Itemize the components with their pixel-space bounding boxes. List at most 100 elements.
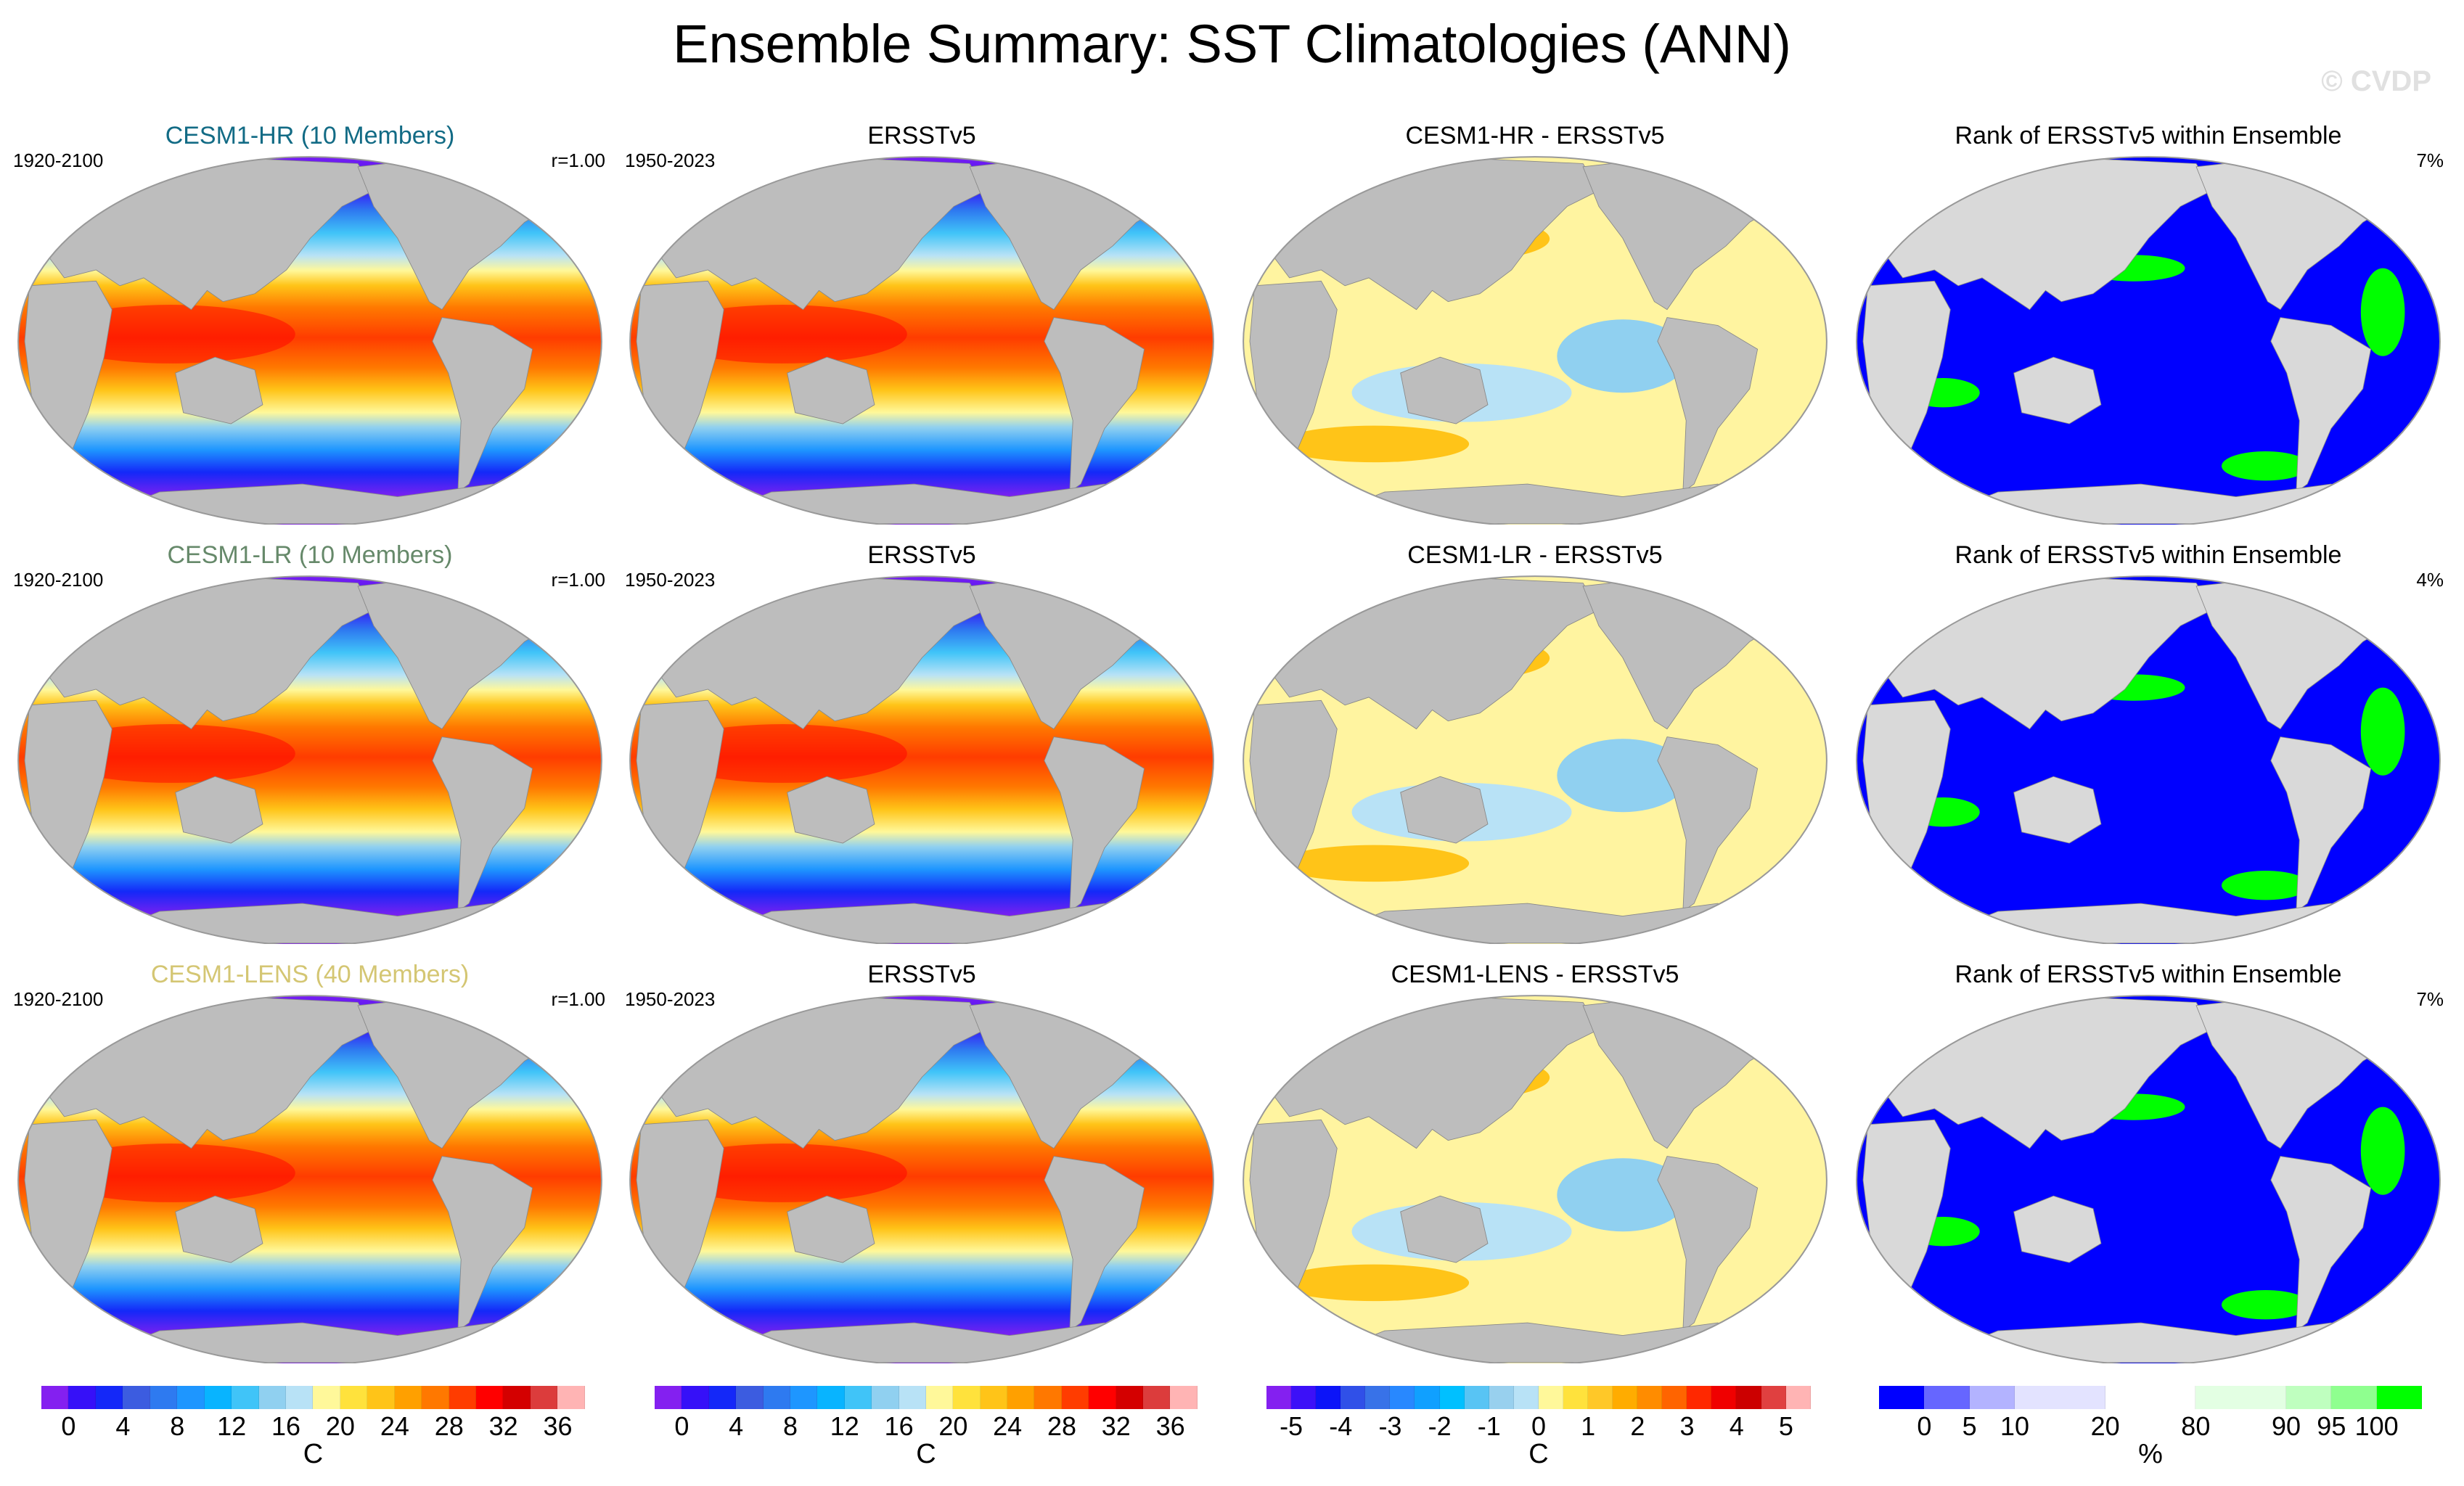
colorbar-swatch <box>1637 1386 1663 1409</box>
colorbar-tick-label: 2 <box>1630 1411 1645 1441</box>
land-greenland <box>460 576 528 611</box>
colorbar-swatch <box>367 1386 395 1409</box>
main-title: Ensemble Summary: SST Climatologies (ANN… <box>673 14 1791 74</box>
colorbar-swatch <box>953 1386 981 1409</box>
colorbar-swatch <box>394 1386 422 1409</box>
colorbar-tick-label: 5 <box>1778 1411 1793 1441</box>
colorbar-swatch <box>817 1386 845 1409</box>
colorbar-swatch <box>123 1386 150 1409</box>
land-australia <box>175 1195 263 1263</box>
colorbar-swatch <box>1464 1386 1489 1409</box>
colorbar-swatch <box>68 1386 96 1409</box>
colorbar-swatch <box>232 1386 259 1409</box>
colorbar-tick-label: 80 <box>2181 1411 2211 1441</box>
land-south-america <box>1044 1156 1145 1331</box>
cvdp-watermark: © CVDP <box>2321 65 2431 97</box>
colorbar-swatch <box>2331 1386 2377 1409</box>
world-map <box>629 156 1214 525</box>
panel-title: ERSSTv5 <box>867 122 976 149</box>
world-map <box>1243 575 1827 944</box>
colorbar-tick-label: 8 <box>170 1411 185 1441</box>
colorbar-swatch <box>1143 1386 1171 1409</box>
panel-title: Rank of ERSSTv5 within Ensemble <box>1955 122 2342 149</box>
land-australia <box>787 776 875 844</box>
land-south-america <box>1657 736 1759 912</box>
colorbar-swatch <box>1439 1386 1465 1409</box>
colorbar-swatch <box>313 1386 340 1409</box>
panel-rank-map: Rank of ERSSTv5 within Ensemble 7% <box>1847 961 2449 1374</box>
panel-title: Rank of ERSSTv5 within Ensemble <box>1955 541 2342 569</box>
panel-model-climatology: CESM1-HR (10 Members) 1920-2100 r=1.00 <box>9 122 611 535</box>
colorbar-swatch <box>1613 1386 1638 1409</box>
colorbar-swatch <box>1415 1386 1440 1409</box>
high-rank-area <box>2360 1107 2405 1195</box>
colorbar-tick-label: 28 <box>1047 1411 1077 1441</box>
land-greenland <box>2299 157 2367 192</box>
land-greenland <box>1072 157 1140 192</box>
period-label: 1920-2100 <box>13 149 104 171</box>
land-south-america <box>2270 1156 2372 1331</box>
land-south-america <box>2270 317 2372 493</box>
colorbar-swatch <box>503 1386 531 1409</box>
high-rank-area <box>2360 268 2405 356</box>
panel-model-climatology: CESM1-LENS (40 Members) 1920-2100 r=1.00 <box>9 961 611 1374</box>
rank-percent-label: 7% <box>2416 988 2444 1010</box>
land-greenland <box>1072 996 1140 1030</box>
panel-title: CESM1-HR - ERSSTv5 <box>1405 122 1665 149</box>
colorbar-swatch <box>1089 1386 1116 1409</box>
colorbar-tick-label: 12 <box>830 1411 859 1441</box>
panel-title: ERSSTv5 <box>867 541 976 569</box>
panel-title: CESM1-LR (10 Members) <box>167 541 453 569</box>
land-south-america <box>432 317 533 493</box>
land-south-america <box>1657 1156 1759 1331</box>
world-map <box>629 575 1214 944</box>
world-map <box>1243 156 1827 525</box>
colorbar-swatch <box>2376 1386 2422 1409</box>
world-map <box>1856 575 2441 944</box>
land-greenland <box>1685 996 1753 1030</box>
land-australia <box>1400 1195 1489 1263</box>
world-map <box>1856 156 2441 525</box>
colorbar-tick-label: 10 <box>2000 1411 2030 1441</box>
colorbar-swatch <box>1390 1386 1415 1409</box>
colorbar-tick-label: 16 <box>271 1411 301 1441</box>
colorbar-tick-label: 0 <box>61 1411 76 1441</box>
colorbar-swatch <box>2285 1386 2332 1409</box>
land-australia <box>787 356 875 424</box>
panel-obs-climatology: ERSSTv5 1950-2023 <box>621 961 1223 1374</box>
land-greenland <box>1685 576 1753 611</box>
colorbar-swatch <box>476 1386 504 1409</box>
panel-title: CESM1-LENS (40 Members) <box>150 961 470 988</box>
panel-obs-climatology: ERSSTv5 1950-2023 <box>621 122 1223 535</box>
colorbar-swatch <box>1365 1386 1391 1409</box>
colorbar-swatch <box>1538 1386 1563 1409</box>
colorbar-swatch <box>2195 1386 2286 1409</box>
land-australia <box>175 776 263 844</box>
colorbar-swatch <box>1007 1386 1035 1409</box>
colorbar-swatch <box>1116 1386 1144 1409</box>
land-australia <box>2013 776 2102 844</box>
colorbar-tick-label: 20 <box>2090 1411 2120 1441</box>
colorbar-tick-label: 20 <box>325 1411 355 1441</box>
colorbar-tick-label: 12 <box>217 1411 247 1441</box>
colorbar-difference <box>1266 1386 1811 1409</box>
colorbar-tick-label: 24 <box>380 1411 409 1441</box>
warm-anomaly <box>1278 845 1470 882</box>
colorbar-unit-label: C <box>303 1439 324 1469</box>
colorbar-swatch <box>1969 1386 2015 1409</box>
colorbar-swatch <box>763 1386 790 1409</box>
colorbar-tick-label: 0 <box>1917 1411 1932 1441</box>
colorbar-swatch <box>1341 1386 1366 1409</box>
period-label: 1950-2023 <box>625 569 716 591</box>
colorbar-swatch <box>1266 1386 1292 1409</box>
land-greenland <box>2299 576 2367 611</box>
land-australia <box>1400 776 1489 844</box>
land-south-america <box>1044 317 1145 493</box>
correlation-label: r=1.00 <box>551 149 605 171</box>
panel-model-climatology: CESM1-LR (10 Members) 1920-2100 r=1.00 <box>9 541 611 955</box>
colorbar-swatch <box>340 1386 368 1409</box>
cool-anomaly <box>1557 739 1690 813</box>
colorbar-swatch <box>1489 1386 1514 1409</box>
land-australia <box>1400 356 1489 424</box>
colorbar-rank <box>1879 1386 2422 1409</box>
